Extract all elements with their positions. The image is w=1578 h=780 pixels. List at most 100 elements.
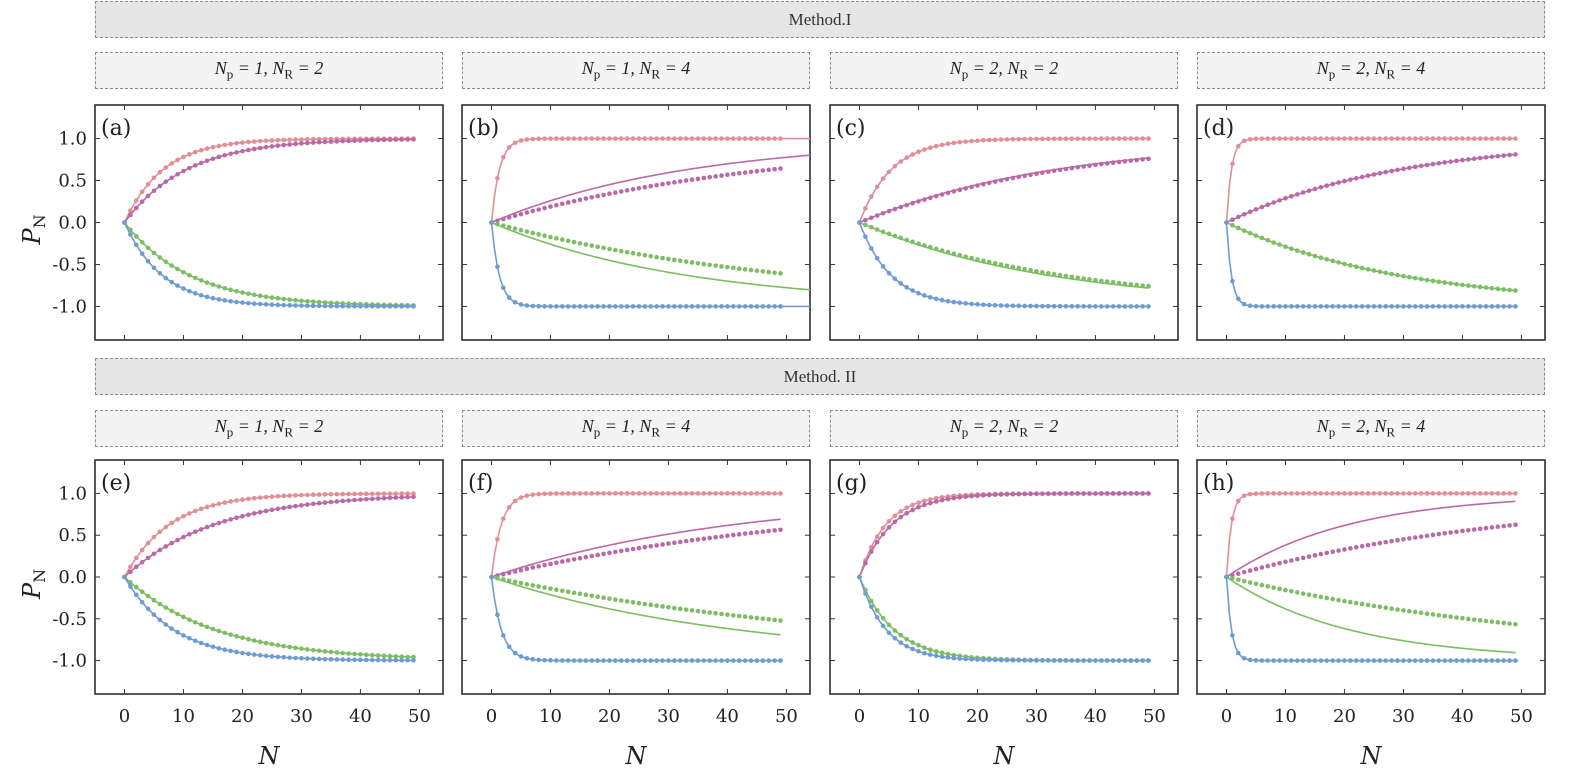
data-point-green [892,628,898,633]
data-point-pink [542,491,547,497]
data-point-purple [951,495,957,501]
data-point-pink [1140,136,1145,141]
data-point-purple [880,211,886,216]
data-point-purple [1034,171,1039,177]
data-point-blue [139,599,145,605]
data-point-green [583,592,589,598]
data-point-green [880,615,886,621]
data-point-purple [1336,180,1341,185]
data-point-blue [731,304,736,309]
data-point-pink [257,138,263,144]
data-point-green [1087,277,1092,282]
data-point-purple [1247,209,1253,215]
data-point-pink [1448,136,1453,141]
data-point-pink [1365,491,1371,496]
data-point-green [1359,601,1365,607]
data-point-green [766,269,772,275]
data-point-blue [672,658,677,663]
data-point-purple [1283,196,1288,201]
data-point-purple [1442,531,1448,536]
data-point-blue [1259,658,1265,663]
data-point-blue [660,304,665,309]
data-point-pink [1324,491,1330,496]
data-point-purple [375,137,381,143]
data-point-blue [736,658,742,663]
data-point-blue [1495,658,1501,663]
data-point-purple [1110,160,1116,165]
data-point-pink [713,136,718,141]
data-point-pink [1289,491,1294,496]
y-tick-label: 0.5 [58,525,87,546]
data-point-green [898,632,904,638]
data-point-blue [601,304,606,309]
data-point-purple [405,494,410,500]
data-point-blue [1128,304,1134,309]
data-point-blue [334,657,340,662]
data-point-blue [1040,658,1045,663]
data-point-pink [1395,491,1400,496]
data-point-purple [648,183,654,189]
data-point-purple [1359,174,1365,180]
data-point-pink [565,491,571,496]
data-point-blue [495,612,500,618]
data-point-pink [1122,136,1128,141]
data-point-purple [548,204,553,209]
data-point-green [1460,615,1465,621]
data-point-pink [1383,136,1389,141]
data-point-green [163,259,169,265]
data-point-blue [1004,657,1010,663]
data-point-pink [577,491,583,496]
data-point-green [1430,278,1436,284]
data-point-green [1365,602,1371,608]
data-point-purple [1389,538,1394,544]
data-point-pink [1377,491,1383,496]
data-point-purple [981,493,986,498]
data-point-pink [654,136,659,141]
data-point-green [536,232,541,237]
data-point-purple [1342,547,1347,552]
data-point-purple [1069,491,1075,496]
data-point-pink [1371,491,1377,496]
data-point-purple [1230,217,1235,222]
data-point-green [654,254,659,260]
data-point-purple [293,503,298,509]
data-point-purple [1122,491,1128,496]
data-point-purple [216,520,222,526]
data-point-green [210,626,216,632]
data-point-pink [369,491,375,497]
data-point-blue [1110,304,1116,309]
data-point-pink [595,491,600,496]
data-point-purple [1022,491,1027,497]
data-point-blue [601,658,606,663]
x-tick-label: 0 [854,706,865,727]
data-point-purple [1104,161,1110,166]
data-point-blue [1134,304,1140,309]
data-point-purple [1289,558,1294,563]
data-point-pink [163,165,169,170]
data-point-purple [340,498,346,504]
data-point-pink [892,513,898,519]
panel-letter: (a) [101,116,131,141]
data-point-purple [192,529,198,535]
data-point-blue [364,657,369,663]
data-point-green [666,604,671,610]
data-point-blue [624,658,630,663]
data-point-green [299,298,304,304]
data-point-blue [495,264,500,270]
data-point-green [234,633,239,639]
data-point-pink [642,491,648,496]
data-point-pink [1383,491,1389,496]
data-point-green [1235,225,1241,231]
data-point-green [1294,590,1300,595]
data-point-green [1407,608,1412,614]
data-point-pink [1489,491,1495,496]
data-point-pink [589,136,595,141]
data-point-pink [963,139,968,144]
data-point-purple [630,546,636,552]
data-point-blue [1489,304,1495,309]
data-point-pink [986,137,992,143]
data-point-purple [1093,162,1098,168]
data-point-purple [892,519,898,525]
data-point-green [322,300,328,305]
data-point-purple [618,548,624,554]
